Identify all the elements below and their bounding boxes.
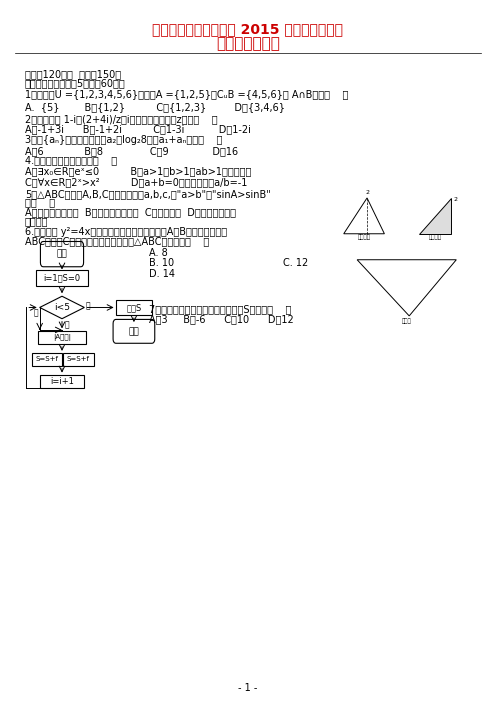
Text: 1．设集合U ={1,2,3,4,5,6}，集合A ={1,2,5}，CᵤB ={4,5,6}则 A∩B等于（    ）: 1．设集合U ={1,2,3,4,5,6}，集合A ={1,2,5}，CᵤB =… [25,89,348,99]
FancyBboxPatch shape [113,319,155,343]
Text: 高左图图: 高左图图 [429,234,441,240]
Text: 湖北省枣阳市白水高中 2015 年高二月考试题: 湖北省枣阳市白水高中 2015 年高二月考试题 [152,22,344,37]
Text: 4.下列命题中，真命题是（    ）: 4.下列命题中，真命题是（ ） [25,155,117,165]
Text: 5．△ABC的内角A,B,C的对边分别为a,b,c,则"a>b"是"sinA>sinB": 5．△ABC的内角A,B,C的对边分别为a,b,c,则"a>b"是"sinA>s… [25,189,270,199]
Text: |A错误|: |A错误| [53,334,71,341]
Text: i=1，S=0: i=1，S=0 [44,274,80,282]
Text: C．∀x∈R，2ˣ>x²          D．a+b=0的充要条件是a/b=-1: C．∀x∈R，2ˣ>x² D．a+b=0的充要条件是a/b=-1 [25,178,247,187]
Text: A．6             B．8               C．9              D．16: A．6 B．8 C．9 D．16 [25,147,238,157]
Text: 标准图: 标准图 [402,318,412,324]
Text: C. 12: C. 12 [283,258,308,268]
Text: 开始: 开始 [57,250,67,258]
Text: 是: 是 [65,321,69,329]
Text: 6.过抛物线 y²=4x的焦点的一条直线交抛物线于A、B两点，正三角形: 6.过抛物线 y²=4x的焦点的一条直线交抛物线于A、B两点，正三角形 [25,227,227,237]
Text: 2: 2 [365,190,369,195]
Text: 3．设{aₙ}是等差数列，若a₂＝log₂8，则a₁+aₙ等于（    ）: 3．设{aₙ}是等差数列，若a₂＝log₂8，则a₁+aₙ等于（ ） [25,135,222,145]
Text: ABC的顶点C在该抛物线的准线上，则△ABC的边长是（    ）: ABC的顶点C在该抛物线的准线上，则△ABC的边长是（ ） [25,236,209,246]
Text: 的（    ）: 的（ ） [25,197,55,207]
Text: A. 8: A. 8 [149,248,168,258]
Text: S=S+f: S=S+f [36,357,59,362]
Polygon shape [419,198,451,234]
Text: - 1 -: - 1 - [238,683,258,693]
Bar [63,353,94,366]
Text: B. 10: B. 10 [149,258,174,268]
Bar [39,331,85,344]
Bar [36,270,88,286]
Text: A．-1+3i      B．-1+2i          C．1-3i           D．1-2i: A．-1+3i B．-1+2i C．1-3i D．1-2i [25,124,250,134]
Bar [40,375,84,388]
Polygon shape [344,198,384,234]
Text: A．3     B．-6      C．10      D．12: A．3 B．-6 C．10 D．12 [149,314,294,324]
Text: 是: 是 [34,308,39,317]
Text: i=i+1: i=i+1 [50,377,74,385]
Text: A.  {5}        B．{1,2}          C．{1,2,3}         D．{3,4,6}: A. {5} B．{1,2} C．{1,2,3} D．{3,4,6} [25,102,285,112]
Polygon shape [40,296,84,319]
Bar [116,300,152,315]
Text: 必要条件: 必要条件 [25,216,48,226]
Polygon shape [357,260,456,316]
Text: 正左图图: 正左图图 [358,234,371,240]
Text: 输出S: 输出S [126,303,141,312]
Text: 2．已知复数 1-i＝(2+4i)/z（i为虚数单位），则z等于（    ）: 2．已知复数 1-i＝(2+4i)/z（i为虚数单位），则z等于（ ） [25,114,217,124]
Bar [32,353,62,366]
Text: 时间：120分钟  满分：150分: 时间：120分钟 满分：150分 [25,69,121,79]
Text: 高二数学（文）: 高二数学（文） [216,36,280,51]
FancyBboxPatch shape [40,241,83,267]
Text: D. 14: D. 14 [149,269,175,279]
Text: 结束: 结束 [128,327,139,336]
Text: 2: 2 [454,197,458,202]
Text: A．充分不必要条件  B．必要不充分条件  C．充要条件  D．既不充分也不: A．充分不必要条件 B．必要不充分条件 C．充要条件 D．既不充分也不 [25,207,236,217]
Text: 7．执行如图所示的程序框图，输出S的值为（    ）: 7．执行如图所示的程序框图，输出S的值为（ ） [149,304,291,314]
Text: A．∃x₀∈R，eˣ≤0          B．a>1，b>1是ab>1的充分条件: A．∃x₀∈R，eˣ≤0 B．a>1，b>1是ab>1的充分条件 [25,166,251,176]
Text: 一、选择题（每小题5分，共60分）: 一、选择题（每小题5分，共60分） [25,78,125,88]
Text: 否: 否 [86,301,91,310]
Text: i<5: i<5 [54,303,70,312]
Text: S=S+f: S=S+f [67,357,90,362]
